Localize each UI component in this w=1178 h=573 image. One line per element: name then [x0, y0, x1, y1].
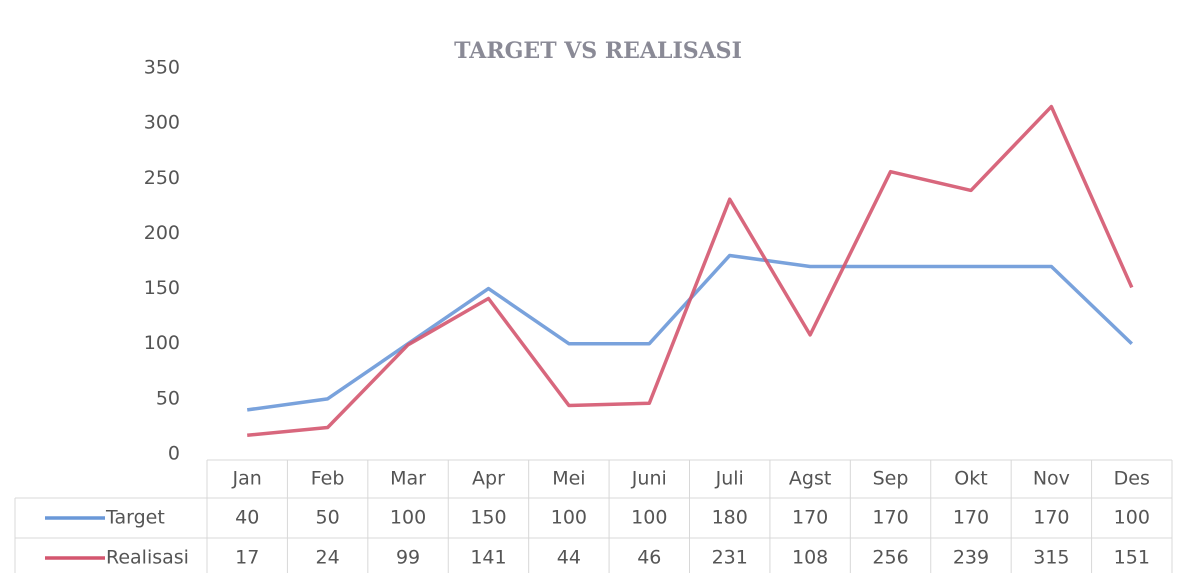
- table-value: 44: [557, 547, 581, 569]
- x-tick-label: Des: [1114, 468, 1150, 490]
- y-tick-label: 100: [144, 332, 180, 354]
- table-value: 170: [953, 507, 989, 529]
- table-value: 40: [235, 507, 259, 529]
- table-value: 24: [316, 547, 340, 569]
- table-value: 100: [1114, 507, 1150, 529]
- table-value: 151: [1114, 547, 1150, 569]
- x-tick-label: Sep: [873, 468, 909, 490]
- x-tick-label: Juni: [631, 468, 667, 490]
- legend-label: Realisasi: [106, 547, 189, 569]
- table-value: 180: [712, 507, 748, 529]
- table-value: 100: [390, 507, 426, 529]
- table-value: 46: [637, 547, 661, 569]
- x-tick-label: Juli: [715, 468, 744, 490]
- x-tick-label: Agst: [789, 468, 831, 490]
- x-tick-label: Okt: [954, 468, 987, 490]
- y-tick-label: 350: [144, 57, 180, 79]
- table-value: 315: [1033, 547, 1069, 569]
- chart-title: TARGET VS REALISASI: [454, 38, 742, 64]
- series-line: [247, 104, 1134, 437]
- y-tick-label: 50: [156, 387, 180, 409]
- table-value: 17: [235, 547, 259, 569]
- table-value: 100: [551, 507, 587, 529]
- table-value: 231: [712, 547, 748, 569]
- y-tick-label: 150: [144, 277, 180, 299]
- table-value: 170: [872, 507, 908, 529]
- table-value: 170: [1033, 507, 1069, 529]
- table-value: 256: [872, 547, 908, 569]
- table-value: 170: [792, 507, 828, 529]
- table-value: 50: [316, 507, 340, 529]
- x-tick-label: Feb: [311, 468, 345, 490]
- table-value: 150: [470, 507, 506, 529]
- table-value: 108: [792, 547, 828, 569]
- legend-label: Target: [105, 507, 165, 529]
- y-tick-label: 200: [144, 222, 180, 244]
- y-tick-label: 300: [144, 112, 180, 134]
- x-tick-label: Jan: [232, 468, 262, 490]
- y-tick-label: 250: [144, 167, 180, 189]
- y-tick-label: 0: [168, 443, 180, 465]
- table-value: 100: [631, 507, 667, 529]
- table-value: 239: [953, 547, 989, 569]
- x-tick-label: Nov: [1033, 468, 1070, 490]
- x-tick-label: Mei: [552, 468, 585, 490]
- table-value: 141: [470, 547, 506, 569]
- x-tick-label: Mar: [390, 468, 426, 490]
- table-value: 99: [396, 547, 420, 569]
- x-tick-label: Apr: [472, 468, 505, 490]
